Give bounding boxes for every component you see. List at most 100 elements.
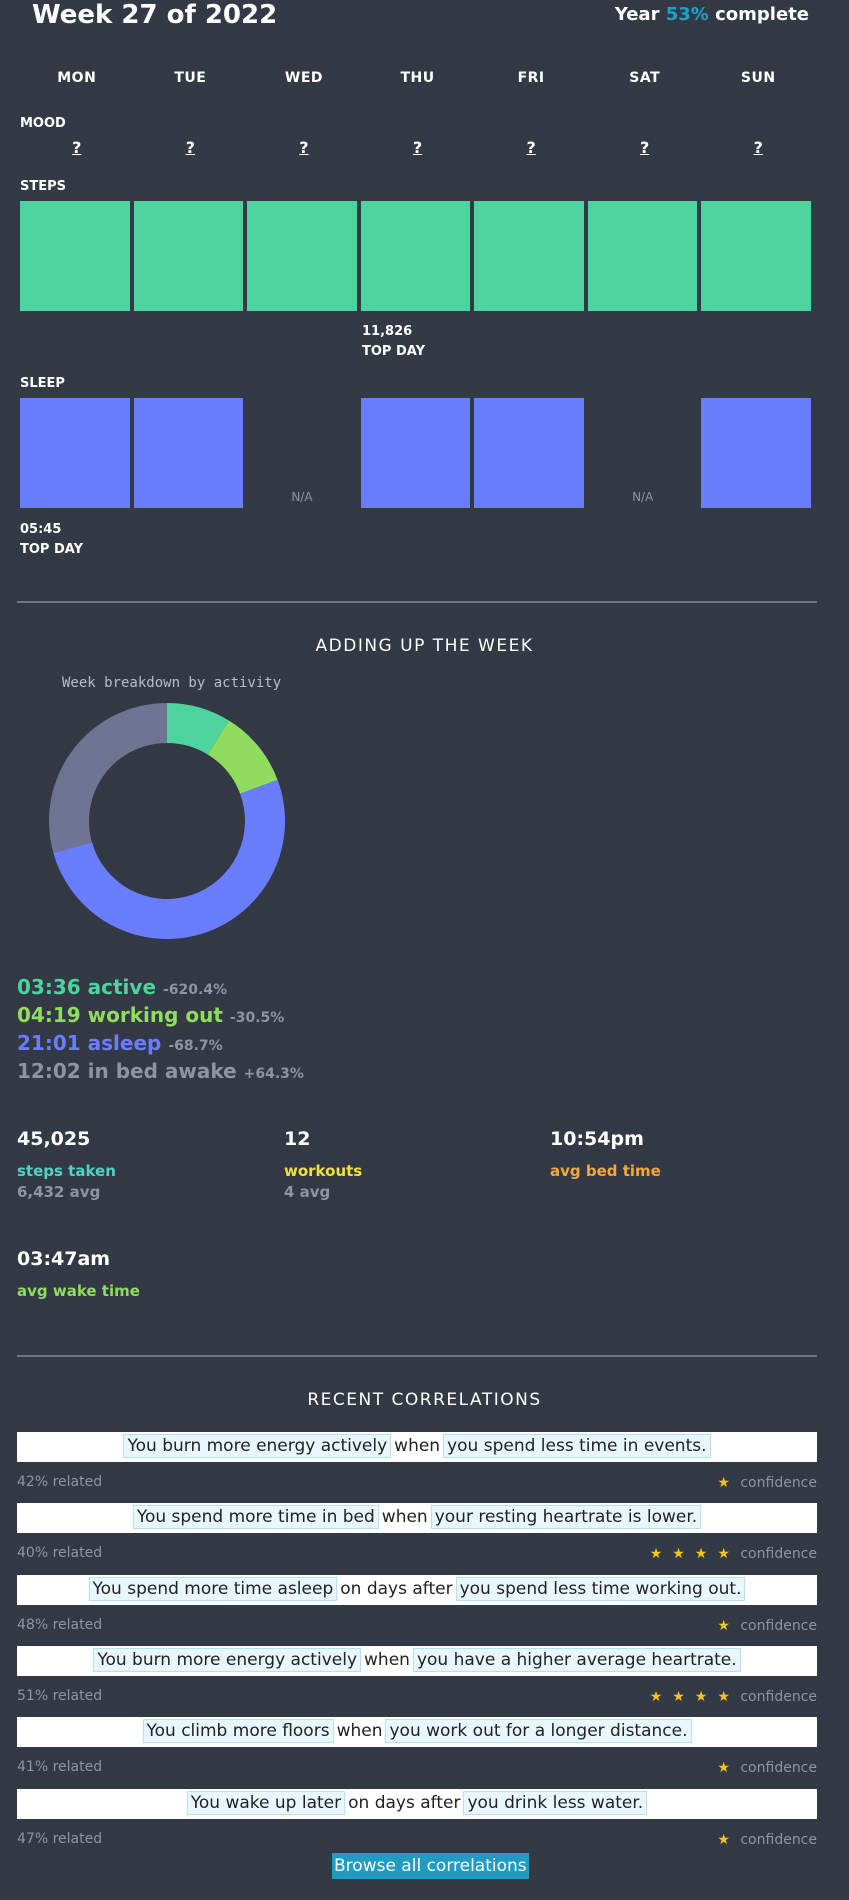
correlation-confidence: ★★★★ confidence (650, 1689, 817, 1705)
correlation-row[interactable]: You wake up later on days after you drink … (17, 1789, 817, 1819)
sleep-box-fri[interactable] (474, 398, 584, 508)
sleep-top-day: 05:45 TOP DAY (20, 520, 83, 560)
correlation-link: when (336, 1721, 383, 1741)
activity-active-name: active (87, 975, 157, 999)
stat-wake-time-label: avg wake time (17, 1282, 140, 1300)
correlation-row[interactable]: You spend more time in bed when your resti… (17, 1503, 817, 1533)
correlation-row[interactable]: You burn more energy actively when you hav… (17, 1646, 817, 1676)
correlation-link: when (394, 1436, 441, 1456)
year-suffix: complete (715, 4, 809, 25)
mood-tue[interactable]: ? (185, 138, 195, 157)
divider (17, 601, 817, 603)
correlation-related: 47% related (17, 1831, 103, 1847)
correlation-row[interactable]: You spend more time asleep on days after y… (17, 1575, 817, 1605)
sleep-box-tue[interactable] (133, 398, 244, 508)
correlation-confidence: ★ confidence (717, 1475, 817, 1491)
star-icon: ★ (717, 1618, 740, 1634)
donut-slices (48, 703, 286, 940)
activity-working-out: 04:19 working out -30.5% (17, 1003, 284, 1027)
steps-top-label: TOP DAY (362, 344, 425, 359)
sleep-box-mon[interactable] (20, 398, 130, 508)
correlation-condition: you have a higher average heartrate. (412, 1648, 741, 1672)
mood-label: MOOD (20, 116, 66, 131)
steps-box-sun[interactable] (701, 201, 812, 311)
steps-box-wed[interactable] (247, 201, 357, 311)
steps-box-mon[interactable] (20, 201, 130, 311)
activity-working-out-name: working out (87, 1003, 223, 1027)
confidence-label: confidence (740, 1618, 817, 1634)
mood-wed[interactable]: ? (299, 138, 309, 157)
steps-box-fri[interactable] (474, 201, 584, 311)
correlation-row[interactable]: You burn more energy actively when you spe… (17, 1432, 817, 1462)
sleep-row: N/A N/A (20, 398, 815, 508)
steps-label: STEPS (20, 179, 67, 194)
mood-fri[interactable]: ? (526, 138, 536, 157)
correlations-title: RECENT CORRELATIONS (307, 1390, 542, 1410)
stat-steps-value: 45,025 (17, 1128, 91, 1150)
correlation-link: when (364, 1650, 410, 1670)
steps-box-thu[interactable] (360, 201, 471, 311)
sleep-box-wed: N/A (247, 398, 357, 508)
sleep-box-sat: N/A (588, 398, 698, 508)
correlation-condition: you spend less time working out. (455, 1577, 746, 1601)
activity-asleep: 21:01 asleep -68.7% (17, 1031, 223, 1055)
steps-box-tue[interactable] (133, 201, 244, 311)
year-progress: Year 53% complete (615, 4, 809, 25)
stat-workouts-value: 12 (284, 1128, 311, 1150)
activity-in-bed-awake: 12:02 in bed awake +64.3% (17, 1059, 304, 1083)
donut-slice-active (167, 703, 229, 755)
star-icon: ★ (717, 1832, 740, 1848)
correlation-subject: You burn more energy actively (93, 1648, 362, 1672)
activity-working-out-time: 04:19 (17, 1003, 81, 1027)
confidence-label: confidence (740, 1689, 817, 1705)
correlation-related: 41% related (17, 1759, 103, 1775)
day-sat: SAT (629, 70, 661, 86)
weekday-header: MON TUE WED THU FRI SAT SUN (20, 70, 815, 90)
stat-workouts-label: workouts (284, 1162, 363, 1180)
activity-awake-delta: +64.3% (243, 1066, 304, 1082)
year-percent: 53% (665, 4, 709, 25)
sleep-na-wed: N/A (291, 490, 313, 504)
donut-slice-asleep (53, 779, 286, 940)
mood-thu[interactable]: ? (412, 138, 423, 157)
steps-box-sat[interactable] (587, 201, 698, 311)
sleep-box-thu[interactable] (360, 398, 471, 508)
correlation-link: on days after (348, 1793, 461, 1813)
steps-top-day: 11,826 TOP DAY (362, 322, 425, 362)
correlation-subject: You wake up later (186, 1791, 346, 1815)
stat-wake-time: 03:47am avg wake time (17, 1248, 140, 1300)
day-fri: FRI (517, 70, 545, 86)
day-sun: SUN (740, 70, 776, 86)
confidence-label: confidence (740, 1832, 817, 1848)
mood-mon[interactable]: ? (72, 138, 82, 157)
stat-bed-time: 10:54pm avg bed time (550, 1128, 661, 1180)
star-icon: ★★★★ (649, 1689, 740, 1705)
correlation-related: 42% related (17, 1474, 103, 1490)
stat-steps-avg: 6,432 avg (17, 1183, 101, 1201)
steps-row (20, 201, 815, 311)
correlation-condition: you drink less water. (463, 1791, 648, 1815)
activity-asleep-name: asleep (87, 1031, 162, 1055)
star-icon: ★★★★ (649, 1546, 740, 1562)
steps-top-value: 11,826 (362, 324, 413, 339)
donut-title: Week breakdown by activity (62, 675, 282, 691)
activity-active-delta: -620.4% (162, 982, 228, 998)
mood-sat[interactable]: ? (640, 138, 650, 157)
activity-awake-name: in bed awake (87, 1059, 237, 1083)
browse-correlations-button[interactable]: Browse all correlations (332, 1853, 529, 1879)
day-wed: WED (284, 70, 324, 86)
correlation-row[interactable]: You climb more floors when you work out fo… (17, 1717, 817, 1747)
activity-donut-chart (48, 703, 286, 940)
activity-asleep-time: 21:01 (17, 1031, 81, 1055)
correlation-condition: you spend less time in events. (443, 1434, 711, 1458)
correlation-confidence: ★ confidence (717, 1618, 817, 1634)
sleep-box-sun[interactable] (701, 398, 812, 508)
stat-workouts: 12 workouts 4 avg (284, 1128, 362, 1201)
mood-sun[interactable]: ? (753, 138, 763, 157)
correlation-condition: your resting heartrate is lower. (430, 1505, 702, 1529)
sleep-top-value: 05:45 (20, 522, 62, 537)
correlation-confidence: ★ confidence (717, 1760, 817, 1776)
divider (17, 1355, 817, 1357)
stat-wake-time-value: 03:47am (17, 1248, 111, 1270)
correlation-link: on days after (340, 1579, 453, 1599)
